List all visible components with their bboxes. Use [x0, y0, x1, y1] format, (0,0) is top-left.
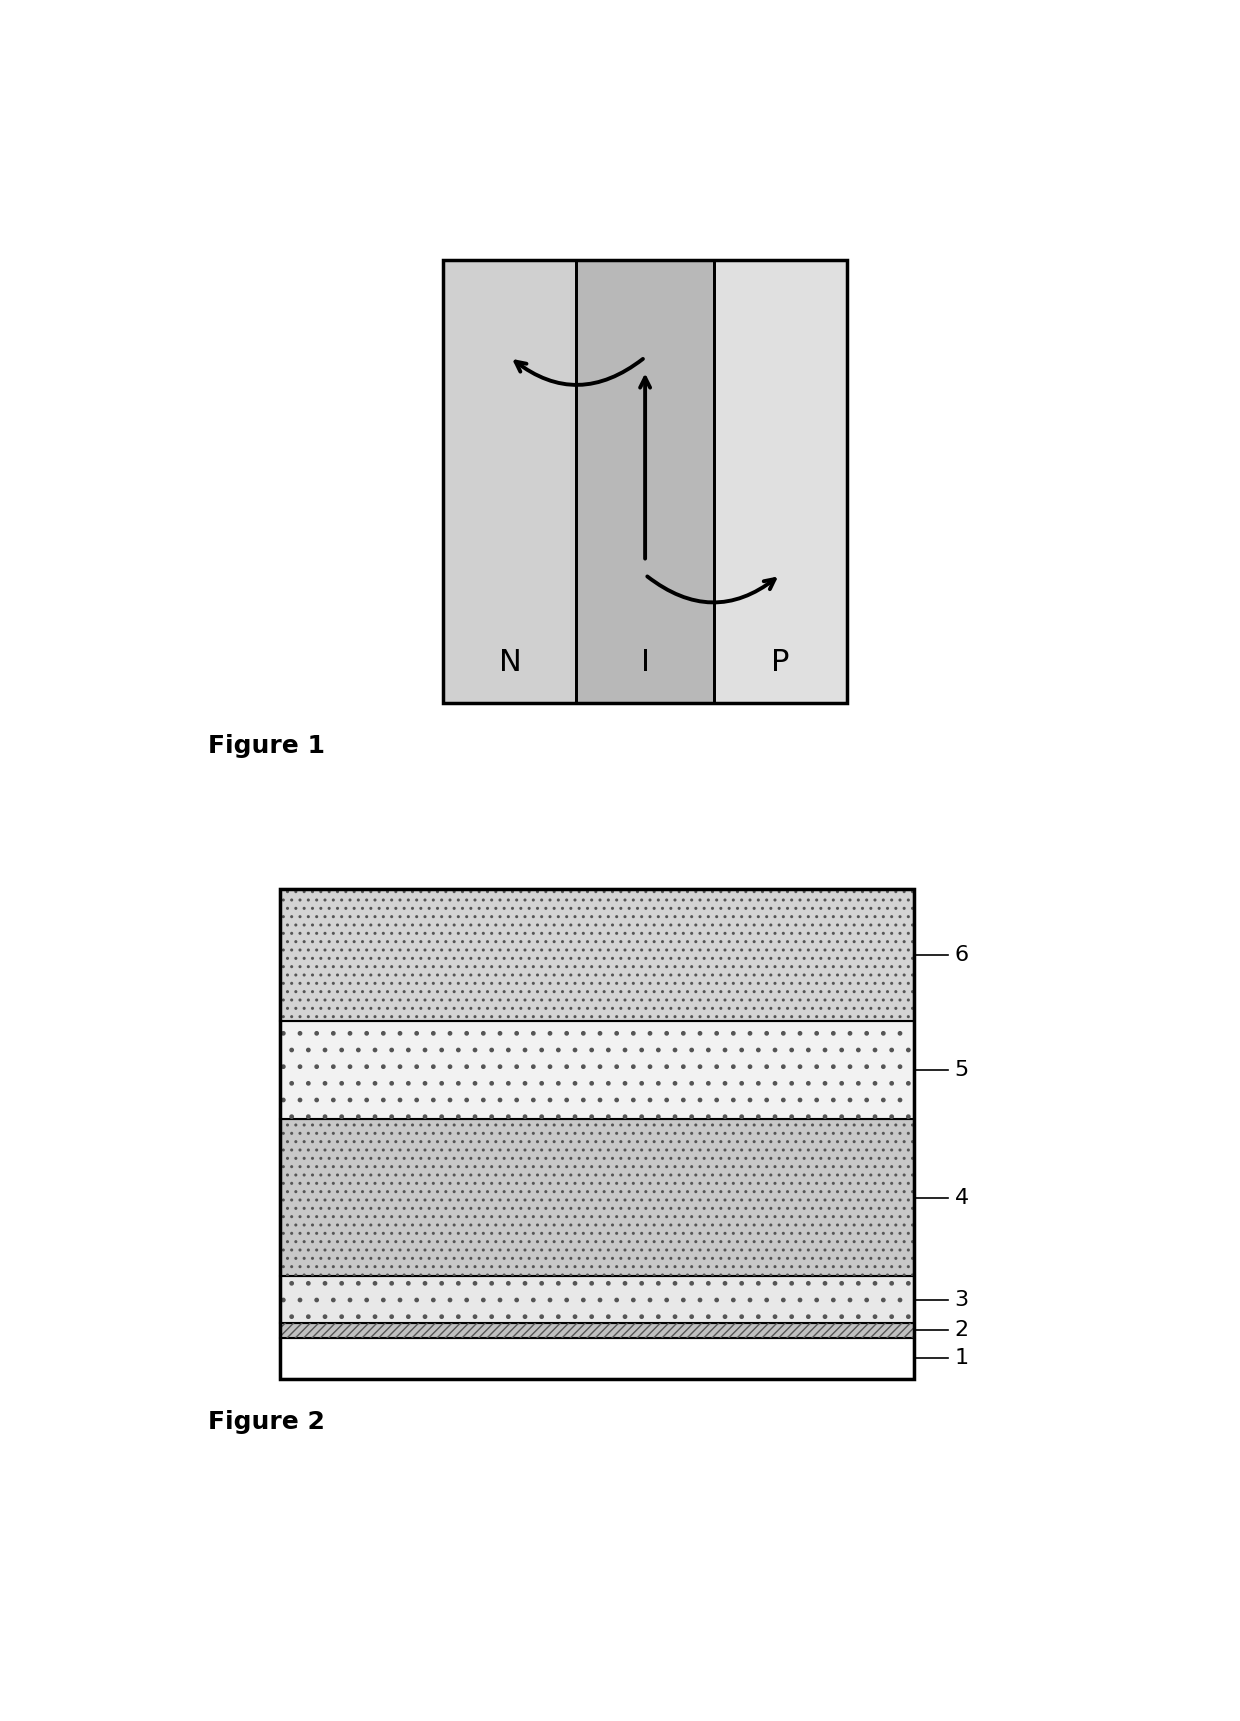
Text: 4: 4	[955, 1187, 968, 1208]
Bar	[444, 260, 847, 704]
Bar	[444, 260, 577, 704]
Text: 2: 2	[955, 1320, 968, 1341]
Bar	[280, 1323, 914, 1337]
Bar	[714, 260, 847, 704]
Bar	[577, 260, 714, 704]
Text: N: N	[498, 647, 521, 676]
Text: 5: 5	[955, 1060, 968, 1081]
Bar	[280, 1337, 914, 1379]
Bar	[280, 890, 914, 1021]
Text: P: P	[771, 647, 790, 676]
Text: Figure 2: Figure 2	[208, 1409, 325, 1434]
Text: Figure 1: Figure 1	[208, 733, 325, 757]
Bar	[280, 1119, 914, 1277]
Bar	[280, 1021, 914, 1119]
Text: 3: 3	[955, 1289, 968, 1310]
Bar	[280, 890, 914, 1021]
Bar	[280, 1277, 914, 1323]
Text: 1: 1	[955, 1349, 968, 1368]
Bar	[280, 1119, 914, 1277]
Bar	[280, 1277, 914, 1323]
Bar	[280, 1323, 914, 1337]
Bar	[280, 1021, 914, 1119]
Text: 6: 6	[955, 945, 968, 965]
Text: I: I	[641, 647, 650, 676]
Bar	[280, 890, 914, 1379]
